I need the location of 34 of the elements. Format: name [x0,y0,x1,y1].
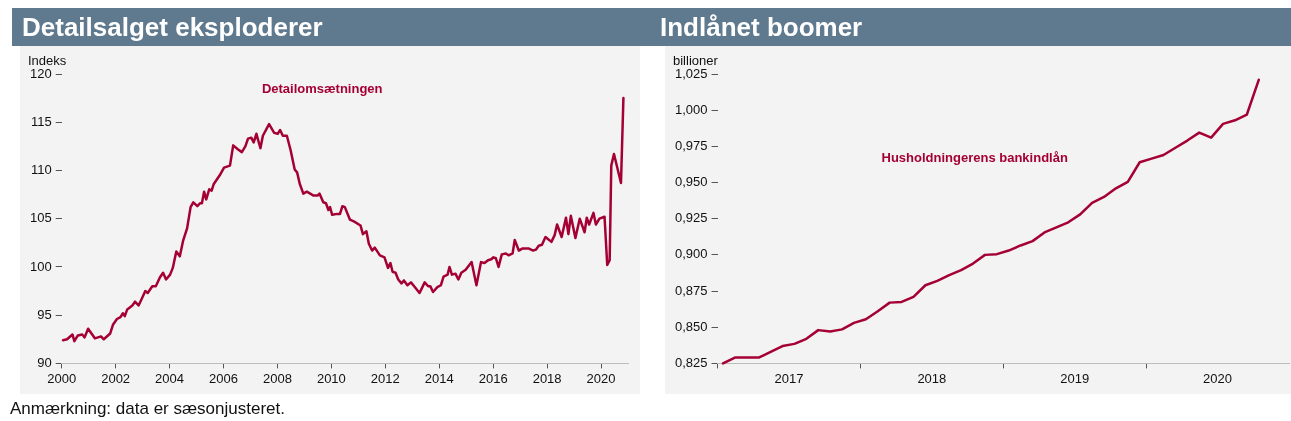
x-tick-label: 2010 [316,370,346,386]
y-tick-label: 110 [30,162,52,178]
x-tick-label: 2012 [370,370,400,386]
y-tick-label: 115 [30,113,52,129]
y-tick-label: 0,950 [674,174,708,190]
x-tick-label: 2018 [532,370,562,386]
x-tick-label: 2017 [774,370,804,386]
x-tick-label: 2018 [917,370,947,386]
x-tick-label: 2019 [1060,370,1090,386]
x-tick-label: 2004 [155,370,185,386]
y-tick-label: 105 [29,210,52,226]
chart-title: Detailsalget eksploderer [12,8,652,46]
y-tick-label: 0,925 [674,210,708,226]
y-tick-label: 0,975 [674,137,708,153]
y-tick-label: 90 [37,354,52,370]
x-tick-label: 2014 [424,370,454,386]
x-tick-label: 2006 [209,370,238,386]
text: Husholdningerens bankindlån [881,150,1068,166]
x-tick-label: 2020 [586,370,616,386]
y-tick-label: 0,850 [674,318,708,334]
y-tick-label: 95 [37,306,52,322]
y-tick-label: 0,875 [674,282,708,298]
chart-title: Indlånet boomer [650,8,1291,46]
y-tick-label: 0,825 [674,354,708,370]
text: Anmærkning: data er sæsonjusteret. [10,399,285,419]
x-tick-label: 2002 [101,370,131,386]
y-tick-label: 100 [29,258,52,274]
y-tick-label: 1,000 [674,101,708,117]
x-tick-label: 2000 [47,370,77,386]
text: Detailomsætningen [261,80,383,96]
x-tick-label: 2016 [478,370,508,386]
y-tick-label: 0,900 [674,246,708,262]
x-tick-label: 2008 [262,370,292,386]
x-tick-label: 2020 [1203,370,1233,386]
